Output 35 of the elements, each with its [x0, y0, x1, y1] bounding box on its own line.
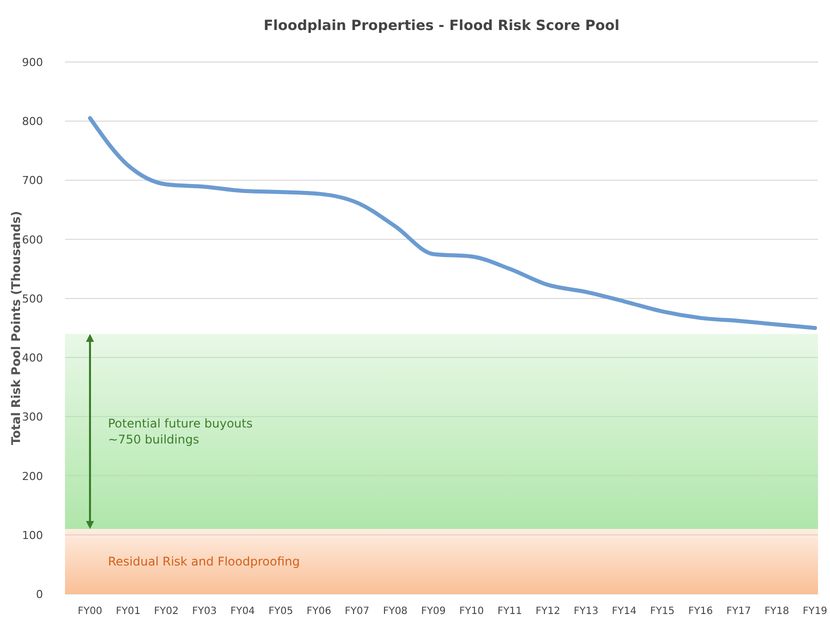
- x-tick-label: FY15: [650, 606, 675, 617]
- x-tick-label: FY06: [306, 606, 332, 617]
- x-tick-label: FY17: [726, 606, 751, 617]
- y-tick-label: 200: [22, 470, 43, 483]
- chart-title: Floodplain Properties - Flood Risk Score Pool: [264, 18, 620, 34]
- y-tick-label: 900: [22, 56, 43, 69]
- x-tick-label: FY07: [344, 606, 370, 617]
- x-tick-label: FY00: [78, 606, 102, 617]
- x-tick-label: FY13: [574, 606, 598, 617]
- x-tick-label: FY02: [154, 606, 179, 617]
- x-tick-label: FY10: [459, 606, 484, 617]
- y-tick-label: 700: [22, 174, 43, 188]
- x-tick-label: FY05: [268, 606, 294, 617]
- y-axis-title: Total Risk Pool Points (Thousands): [9, 211, 23, 445]
- x-tick-label: FY19: [802, 606, 828, 617]
- y-tick-label: 100: [22, 528, 43, 542]
- band-label: Potential future buyouts ~750 buildings: [108, 416, 253, 446]
- y-tick-label: 400: [22, 352, 43, 365]
- x-tick-label: FY11: [497, 606, 522, 617]
- line-series: [88, 116, 817, 330]
- x-tick-label: FY09: [421, 606, 446, 617]
- x-tick-label: FY18: [764, 606, 790, 617]
- x-tick-label: FY14: [612, 606, 637, 617]
- x-tick-label: FY12: [536, 606, 560, 617]
- y-tick-label: 500: [22, 292, 43, 306]
- x-tick-label: FY01: [116, 606, 140, 617]
- x-tick-label: FY03: [192, 606, 217, 617]
- y-tick-label: 600: [22, 233, 43, 246]
- band-label: Residual Risk and Floodproofing: [108, 554, 300, 568]
- y-tick-label: 0: [36, 588, 43, 601]
- y-tick-label: 800: [22, 115, 43, 128]
- x-tick-label: FY16: [688, 606, 713, 617]
- y-tick-label: 300: [22, 410, 43, 424]
- x-tick-label: FY08: [382, 606, 408, 617]
- x-tick-label: FY04: [230, 606, 255, 617]
